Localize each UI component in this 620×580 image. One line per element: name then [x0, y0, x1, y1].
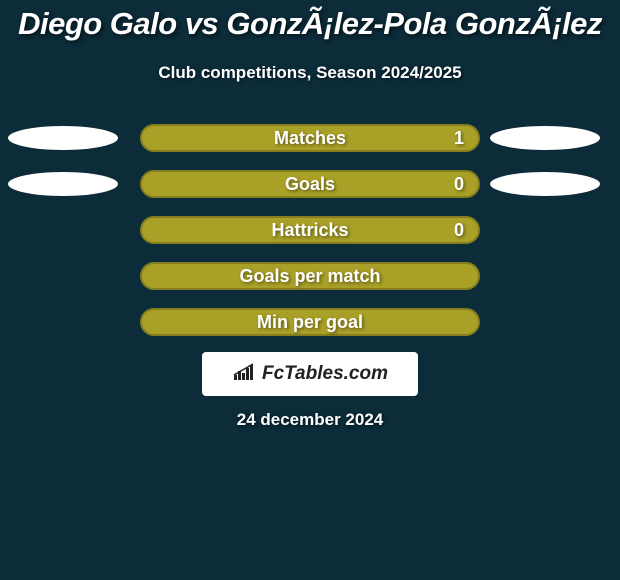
stat-label: Hattricks [142, 218, 478, 242]
brand-text: FcTables.com [262, 363, 388, 385]
page-title: Diego Galo vs GonzÃ¡lez-Pola GonzÃ¡lez [0, 6, 620, 42]
stat-value: 0 [454, 218, 464, 242]
stat-label: Min per goal [142, 310, 478, 334]
chart-icon [232, 362, 256, 380]
stat-value: 0 [454, 172, 464, 196]
stat-bar: Goals per match [140, 262, 480, 290]
player-right-marker [490, 126, 600, 150]
brand-badge: FcTables.com [202, 352, 418, 396]
stat-bar: Hattricks0 [140, 216, 480, 244]
player-right-marker [490, 172, 600, 196]
date-text: 24 december 2024 [0, 410, 620, 430]
player-left-marker [8, 172, 118, 196]
stat-label: Goals [142, 172, 478, 196]
stat-label: Goals per match [142, 264, 478, 288]
stat-bar: Goals0 [140, 170, 480, 198]
stat-value: 1 [454, 126, 464, 150]
stat-label: Matches [142, 126, 478, 150]
page-subtitle: Club competitions, Season 2024/2025 [0, 63, 620, 83]
comparison-chart: Diego Galo vs GonzÃ¡lez-Pola GonzÃ¡lez Cl… [0, 0, 620, 580]
player-left-marker [8, 126, 118, 150]
stat-bar: Matches1 [140, 124, 480, 152]
stat-bar: Min per goal [140, 308, 480, 336]
